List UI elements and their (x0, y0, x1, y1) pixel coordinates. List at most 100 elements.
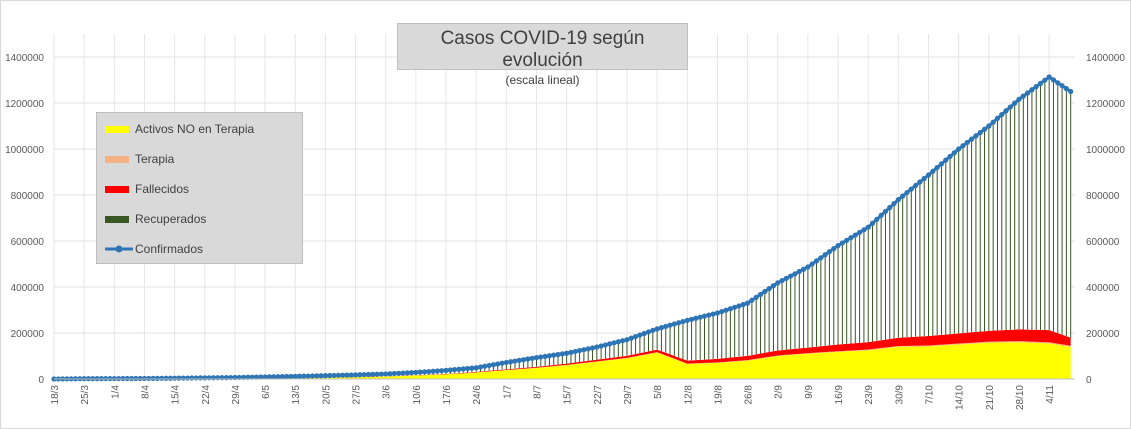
confirmados-point (943, 157, 949, 163)
y-tick-label: 1000000 (5, 145, 44, 156)
confirmados-point (301, 373, 307, 379)
confirmados-point (706, 312, 712, 318)
y-tick-label: 200000 (11, 329, 45, 340)
confirmados-point (309, 373, 316, 379)
confirmados-point (443, 367, 449, 373)
confirmados-point (163, 375, 169, 381)
confirmados-point (783, 275, 789, 281)
confirmados-point (809, 261, 815, 267)
confirmados-point (572, 348, 578, 355)
confirmados-point (352, 372, 359, 378)
legend-swatch-recuperados (105, 215, 129, 223)
confirmados-point (856, 229, 863, 236)
confirmados-point (529, 355, 535, 361)
confirmados-point (426, 368, 432, 375)
y2-tick-label: 200000 (1086, 329, 1120, 340)
confirmados-point (413, 369, 419, 376)
confirmados-point (1033, 83, 1039, 90)
x-tick-label: 27/5 (352, 385, 363, 405)
confirmados-point (296, 373, 303, 379)
confirmados-point (710, 311, 716, 317)
confirmados-point (542, 353, 548, 359)
confirmados-point (1050, 77, 1057, 83)
confirmados-point (878, 212, 884, 218)
legend-label-recuperados: Recuperados (135, 212, 207, 226)
confirmados-point (490, 362, 497, 368)
confirmados-point (447, 367, 453, 373)
confirmados-point (1012, 100, 1018, 106)
confirmados-point (925, 172, 932, 178)
confirmados-point (370, 371, 376, 377)
confirmados-point (973, 133, 979, 139)
confirmados-point (167, 375, 173, 381)
y-tick-label: 1200000 (5, 99, 44, 110)
confirmados-point (589, 345, 596, 351)
confirmados-point (564, 350, 570, 356)
x-tick-label: 16/9 (834, 385, 845, 405)
x-tick-label: 3/6 (382, 385, 393, 399)
confirmados-point (1037, 80, 1044, 86)
confirmados-point (848, 235, 854, 241)
x-tick-label: 24/6 (472, 385, 483, 405)
x-tick-label: 13/5 (291, 385, 302, 405)
confirmados-point (658, 325, 665, 331)
confirmados-point (891, 200, 897, 207)
confirmados-point (723, 307, 729, 313)
confirmados-point (986, 123, 992, 129)
confirmados-point (508, 359, 514, 365)
confirmados-point (740, 301, 746, 308)
confirmados-point (874, 216, 880, 222)
confirmados-point (938, 161, 945, 167)
confirmados-point (520, 357, 527, 363)
confirmados-point (404, 370, 410, 376)
confirmados-point (921, 175, 927, 182)
confirmados-point (258, 374, 264, 380)
confirmados-point (826, 249, 833, 255)
x-tick-label: 21/10 (985, 385, 996, 410)
confirmados-point (555, 351, 561, 358)
confirmados-point (551, 352, 557, 358)
confirmados-point (1059, 83, 1065, 89)
x-tick-label: 19/8 (713, 385, 724, 405)
confirmados-point (378, 371, 385, 377)
x-tick-label: 30/9 (894, 385, 905, 405)
confirmados-point (499, 360, 505, 366)
confirmados-point (512, 358, 518, 364)
confirmados-point (994, 115, 1001, 121)
confirmados-point (1025, 90, 1031, 96)
confirmados-point (486, 362, 492, 369)
chart-title-box: Casos COVID-19 según evolución (escala l… (397, 23, 688, 87)
confirmados-point (1020, 93, 1026, 99)
confirmados-point (602, 342, 609, 348)
chart-title: Casos COVID-19 según evolución (440, 28, 645, 71)
confirmados-point (396, 370, 402, 376)
x-tick-label: 22/4 (201, 385, 212, 405)
confirmados-point (770, 283, 777, 289)
legend-label-fallecidos: Fallecidos (135, 182, 190, 196)
confirmados-point (340, 372, 346, 378)
confirmados-point (559, 351, 565, 357)
confirmados-point (822, 252, 828, 258)
confirmados-point (249, 374, 255, 380)
confirmados-point (477, 364, 484, 370)
confirmados-point (779, 277, 785, 284)
confirmados-point (271, 374, 277, 380)
confirmados-point (813, 258, 820, 264)
legend-item-activos: Activos NO en Terapia (105, 121, 254, 137)
confirmados-point (947, 153, 953, 160)
y2-tick-label: 1200000 (1086, 99, 1125, 110)
confirmados-point (667, 322, 673, 328)
confirmados-point (736, 303, 742, 309)
confirmados-point (266, 374, 273, 380)
confirmados-point (732, 304, 738, 310)
x-tick-label: 23/9 (864, 385, 875, 405)
confirmados-point (383, 371, 389, 377)
x-tick-label: 7/10 (925, 385, 936, 405)
confirmados-point (322, 373, 329, 379)
confirmados-point (288, 373, 294, 380)
confirmados-point (654, 326, 660, 332)
y-tick-label: 0 (38, 375, 44, 386)
x-tick-label: 2/9 (774, 385, 785, 399)
y2-tick-label: 800000 (1086, 191, 1120, 202)
confirmados-point (904, 189, 910, 196)
